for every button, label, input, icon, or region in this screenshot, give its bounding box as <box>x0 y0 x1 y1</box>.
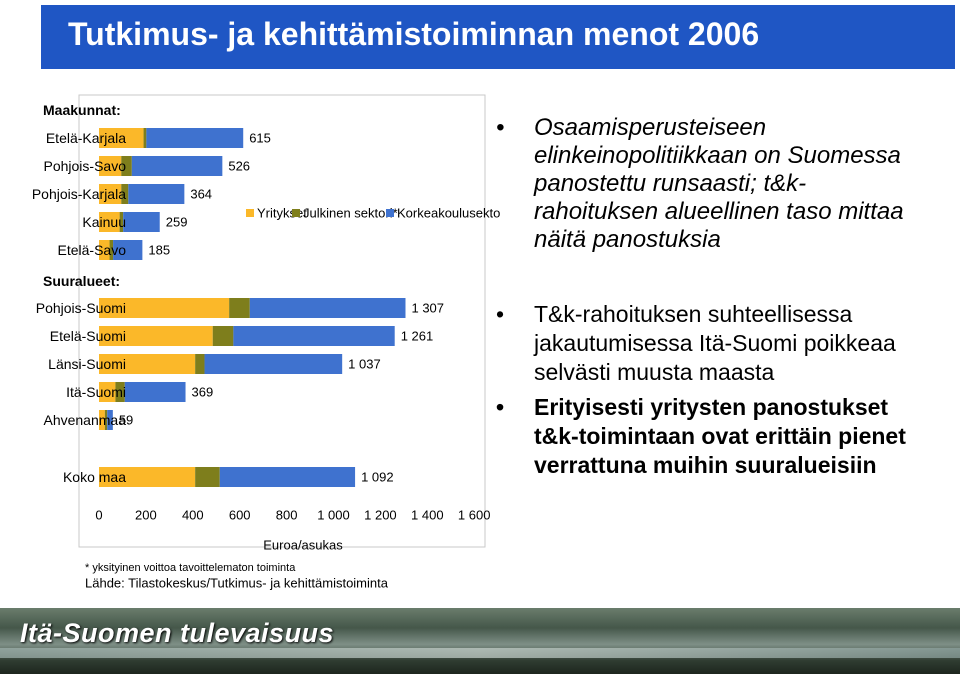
bar-segment-julkinen <box>229 298 250 318</box>
bar-segment-yritykset <box>99 212 120 232</box>
bullet-text: Erityisesti yritysten panostukset t&k-to… <box>534 394 906 478</box>
group-label-suuralueet: Suuralueet: <box>43 273 120 289</box>
x-tick-label: 1 400 <box>411 508 444 523</box>
x-tick-label: 400 <box>182 508 204 523</box>
bar-segment-julkinen <box>121 156 132 176</box>
bar-segment-korkeakoulu <box>146 128 244 148</box>
bar-segment-julkinen <box>104 410 108 430</box>
total-label: 1 037 <box>348 357 381 372</box>
x-tick-label: 800 <box>276 508 298 523</box>
category-label: Pohjois-Karjala <box>32 186 126 202</box>
category-label: Etelä-Savo <box>58 242 127 258</box>
x-tick-label: 600 <box>229 508 251 523</box>
bar-segment-korkeakoulu <box>113 240 143 260</box>
bar-segment-julkinen <box>143 128 147 148</box>
total-label: 369 <box>192 385 214 400</box>
bar-segment-julkinen <box>121 184 129 204</box>
bar-segment-korkeakoulu <box>128 184 185 204</box>
total-label: 259 <box>166 215 188 230</box>
bar-segment-julkinen <box>195 467 220 487</box>
x-tick-label: 1 600 <box>458 508 491 523</box>
bar-segment-yritykset <box>99 240 110 260</box>
bar-segment-korkeakoulu <box>124 382 186 402</box>
bar-segment-korkeakoulu <box>107 410 113 430</box>
legend-swatch <box>246 209 254 217</box>
bar-segment-korkeakoulu <box>233 326 395 346</box>
bullet-text: T&k-rahoituksen suhteellisessa jakautumi… <box>534 301 896 385</box>
bullet-icon: • <box>496 301 505 327</box>
total-label: 59 <box>119 413 133 428</box>
x-axis-label: Euroa/asukas <box>263 538 343 553</box>
bar-segment-julkinen <box>115 382 125 402</box>
category-label: Etelä-Suomi <box>50 328 126 344</box>
bullet-item: • Erityisesti yritysten panostukset t&k-… <box>496 393 926 480</box>
bar-segment-yritykset <box>99 326 213 346</box>
title-bar <box>41 5 955 69</box>
bar-segment-yritykset <box>99 128 144 148</box>
footer-banner: Itä-Suomen tulevaisuus <box>0 608 960 674</box>
bar-chart: Maakunnat: Suuralueet: Etelä-Karjala 615 Poh… <box>32 94 500 591</box>
bar-segment-yritykset <box>99 467 196 487</box>
bar-segment-julkinen <box>212 326 234 346</box>
category-label: Länsi-Suomi <box>48 356 126 372</box>
x-tick-label: 0 <box>95 508 102 523</box>
category-label: Pohjois-Suomi <box>36 300 126 316</box>
group-label-maakunnat: Maakunnat: <box>43 102 121 118</box>
bullet-text: Osaamisperusteiseen elinkeinopolitiikkaa… <box>534 114 904 253</box>
bullets-top: • Osaamisperusteiseen elinkeinopolitiikk… <box>496 114 926 254</box>
category-label: Kainuu <box>82 214 126 230</box>
category-label: Koko maa <box>63 469 126 485</box>
bar-segment-yritykset <box>99 382 116 402</box>
bullet-icon: • <box>496 114 505 141</box>
bar-segment-julkinen <box>119 212 124 232</box>
total-label: 1 092 <box>361 470 394 485</box>
legend-swatch <box>292 209 300 217</box>
total-label: 1 307 <box>411 301 444 316</box>
bar-segment-korkeakoulu <box>123 212 160 232</box>
bar-segment-yritykset <box>99 354 196 374</box>
bar-segment-julkinen <box>109 240 114 260</box>
bar-segment-korkeakoulu <box>204 354 343 374</box>
x-tick-label: 200 <box>135 508 157 523</box>
footer-lake-image <box>0 648 960 658</box>
bullet-item: • Osaamisperusteiseen elinkeinopolitiikk… <box>496 114 926 254</box>
slide-title: Tutkimus- ja kehittämistoiminnan menot 2… <box>68 16 760 52</box>
bar-segment-yritykset <box>99 184 122 204</box>
total-label: 1 261 <box>401 329 434 344</box>
total-label: 615 <box>249 131 271 146</box>
category-label: Etelä-Karjala <box>46 130 126 146</box>
legend-label: Julkinen sektori* <box>303 206 398 221</box>
total-label: 526 <box>228 159 250 174</box>
footnote: * yksityinen voittoa tavoittelematon toi… <box>85 562 296 574</box>
bullet-item: • T&k-rahoituksen suhteellisessa jakautu… <box>496 300 926 387</box>
bar-segment-yritykset <box>99 298 230 318</box>
category-label: Ahvenanmaa <box>43 412 126 428</box>
legend-label: Korkeakoulusektori <box>397 206 500 221</box>
x-tick-label: 1 000 <box>317 508 350 523</box>
category-label: Pohjois-Savo <box>44 158 127 174</box>
bar-segment-korkeakoulu <box>219 467 356 487</box>
bar-segment-yritykset <box>99 410 105 430</box>
footer-banner-text: Itä-Suomen tulevaisuus <box>20 618 335 648</box>
total-label: 185 <box>148 243 170 258</box>
source-note: Lähde: Tilastokeskus/Tutkimus- ja kehitt… <box>85 576 389 591</box>
bullet-icon: • <box>496 394 505 420</box>
bar-segment-korkeakoulu <box>131 156 223 176</box>
bar-segment-julkinen <box>195 354 205 374</box>
total-label: 364 <box>190 187 212 202</box>
category-label: Itä-Suomi <box>66 384 126 400</box>
bar-segment-yritykset <box>99 156 122 176</box>
legend-swatch <box>386 209 394 217</box>
x-tick-label: 1 200 <box>364 508 397 523</box>
bar-segment-korkeakoulu <box>249 298 406 318</box>
bullets-bottom: • T&k-rahoituksen suhteellisessa jakautu… <box>496 300 926 486</box>
